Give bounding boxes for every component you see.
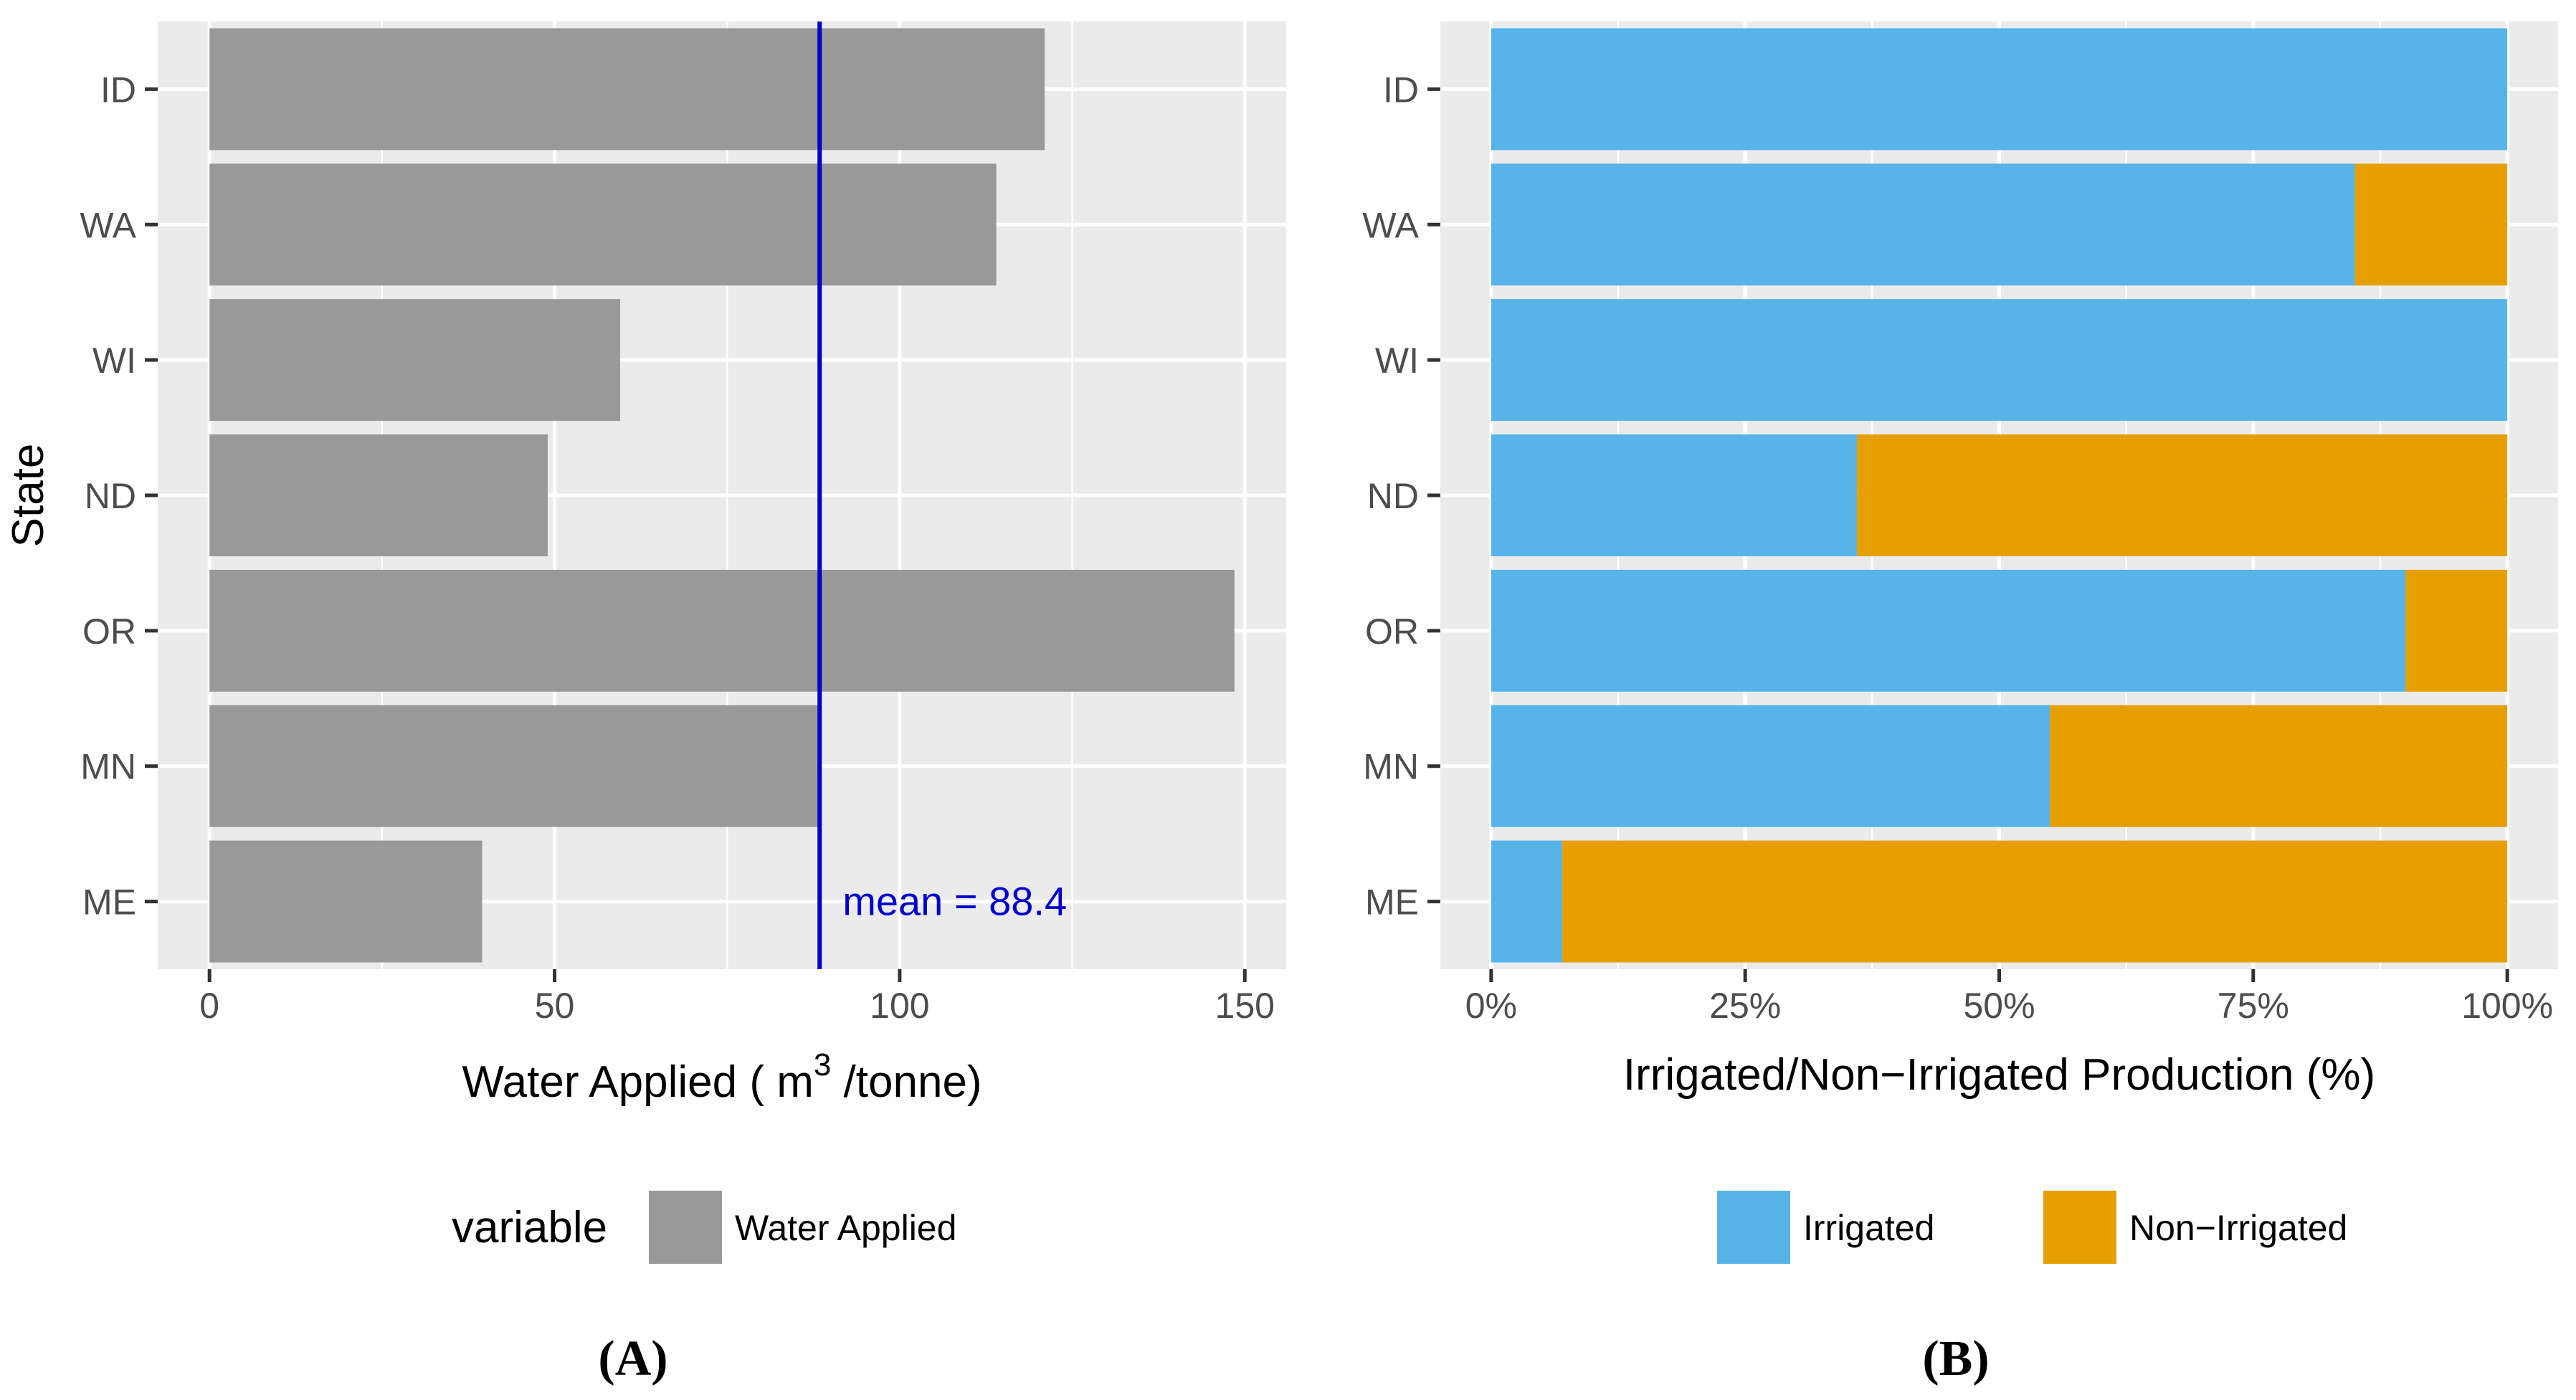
- bar-wa-water-applied: [209, 163, 997, 286]
- y-tick-label-me: ME: [1365, 882, 1419, 923]
- x-tick-label: 150: [1215, 986, 1275, 1026]
- legend-label: Water Applied: [735, 1208, 956, 1248]
- y-tick-label-id: ID: [100, 70, 136, 110]
- x-tick-label: 50%: [1963, 986, 2035, 1026]
- x-axis-title-main: Water Applied ( m: [462, 1057, 813, 1107]
- x-axis-title: Water Applied ( m3 /tonne): [462, 1047, 982, 1107]
- x-tick-label: 100: [870, 986, 929, 1026]
- y-tick-label-mn: MN: [1363, 747, 1419, 787]
- legend-key-water-applied: [649, 1191, 722, 1264]
- x-tick-label: 0%: [1465, 986, 1517, 1026]
- x-tick-label: 25%: [1709, 986, 1781, 1026]
- bar-or-water-applied: [209, 569, 1235, 692]
- x-tick-label: 100%: [2461, 986, 2553, 1026]
- y-tick-label-wi: WI: [1375, 341, 1419, 381]
- bar-me-water-applied: [209, 840, 483, 963]
- bar-mn-irrigated: [1491, 705, 2050, 827]
- bar-wa-irrigated: [1491, 163, 2355, 286]
- legend-title: variable: [452, 1203, 607, 1252]
- y-tick-label-or: OR: [82, 611, 136, 652]
- x-tick-label: 50: [535, 986, 575, 1026]
- panel-tag: (A): [598, 1331, 667, 1386]
- bar-id-irrigated: [1491, 28, 2508, 151]
- y-tick-label-wa: WA: [80, 205, 136, 245]
- bar-me-non-irrigated: [1562, 840, 2508, 963]
- legend-key-irrigated: [1717, 1191, 1790, 1264]
- y-tick-label-me: ME: [82, 882, 136, 923]
- legend: Irrigated Non−Irrigated: [1717, 1191, 2347, 1264]
- panel-b-irrigation-share-chart: ID WA WI ND OR MN ME 0% 25% 50% 75% 100% Irrigated/N…: [1362, 22, 2558, 1386]
- y-tick-label-wa: WA: [1362, 205, 1419, 245]
- legend-key-non-irrigated: [2043, 1191, 2116, 1264]
- bar-me-irrigated: [1491, 840, 1563, 963]
- y-tick-label-nd: ND: [1367, 476, 1419, 516]
- bar-wi-water-applied: [209, 299, 621, 422]
- y-tick-label-or: OR: [1365, 611, 1419, 652]
- bar-wi-irrigated: [1491, 299, 2508, 422]
- legend-label: Irrigated: [1803, 1208, 1934, 1248]
- y-tick-label-mn: MN: [80, 747, 136, 787]
- x-axis-title-superscript: 3: [814, 1047, 831, 1082]
- panel-a-water-applied-chart: mean = 88.4 ID WA WI ND OR MN ME 0 50 100 150 Water …: [4, 22, 1286, 1386]
- bar-nd-water-applied: [209, 434, 548, 556]
- y-tick-label-wi: WI: [92, 341, 136, 381]
- x-tick-label: 75%: [2218, 986, 2289, 1026]
- legend-label: Non−Irrigated: [2129, 1208, 2347, 1248]
- bar-nd-non-irrigated: [1857, 434, 2508, 556]
- mean-label: mean = 88.4: [842, 879, 1067, 924]
- bar-nd-irrigated: [1491, 434, 1858, 556]
- panel-tag: (B): [1922, 1331, 1989, 1386]
- bar-wa-non-irrigated: [2354, 163, 2508, 286]
- y-tick-label-id: ID: [1383, 70, 1419, 110]
- x-axis-title-unit: /tonne): [831, 1057, 982, 1107]
- y-axis-title: State: [4, 444, 53, 548]
- bar-or-irrigated: [1491, 569, 2406, 692]
- x-tick-label: 0: [199, 986, 219, 1026]
- bar-or-non-irrigated: [2405, 569, 2508, 692]
- y-tick-label-nd: ND: [85, 476, 136, 516]
- legend: variable Water Applied: [452, 1191, 956, 1264]
- bar-mn-non-irrigated: [2050, 705, 2508, 827]
- x-axis-title: Irrigated/Non−Irrigated Production (%): [1623, 1050, 2375, 1100]
- bar-mn-water-applied: [209, 705, 821, 827]
- bar-id-water-applied: [209, 28, 1045, 151]
